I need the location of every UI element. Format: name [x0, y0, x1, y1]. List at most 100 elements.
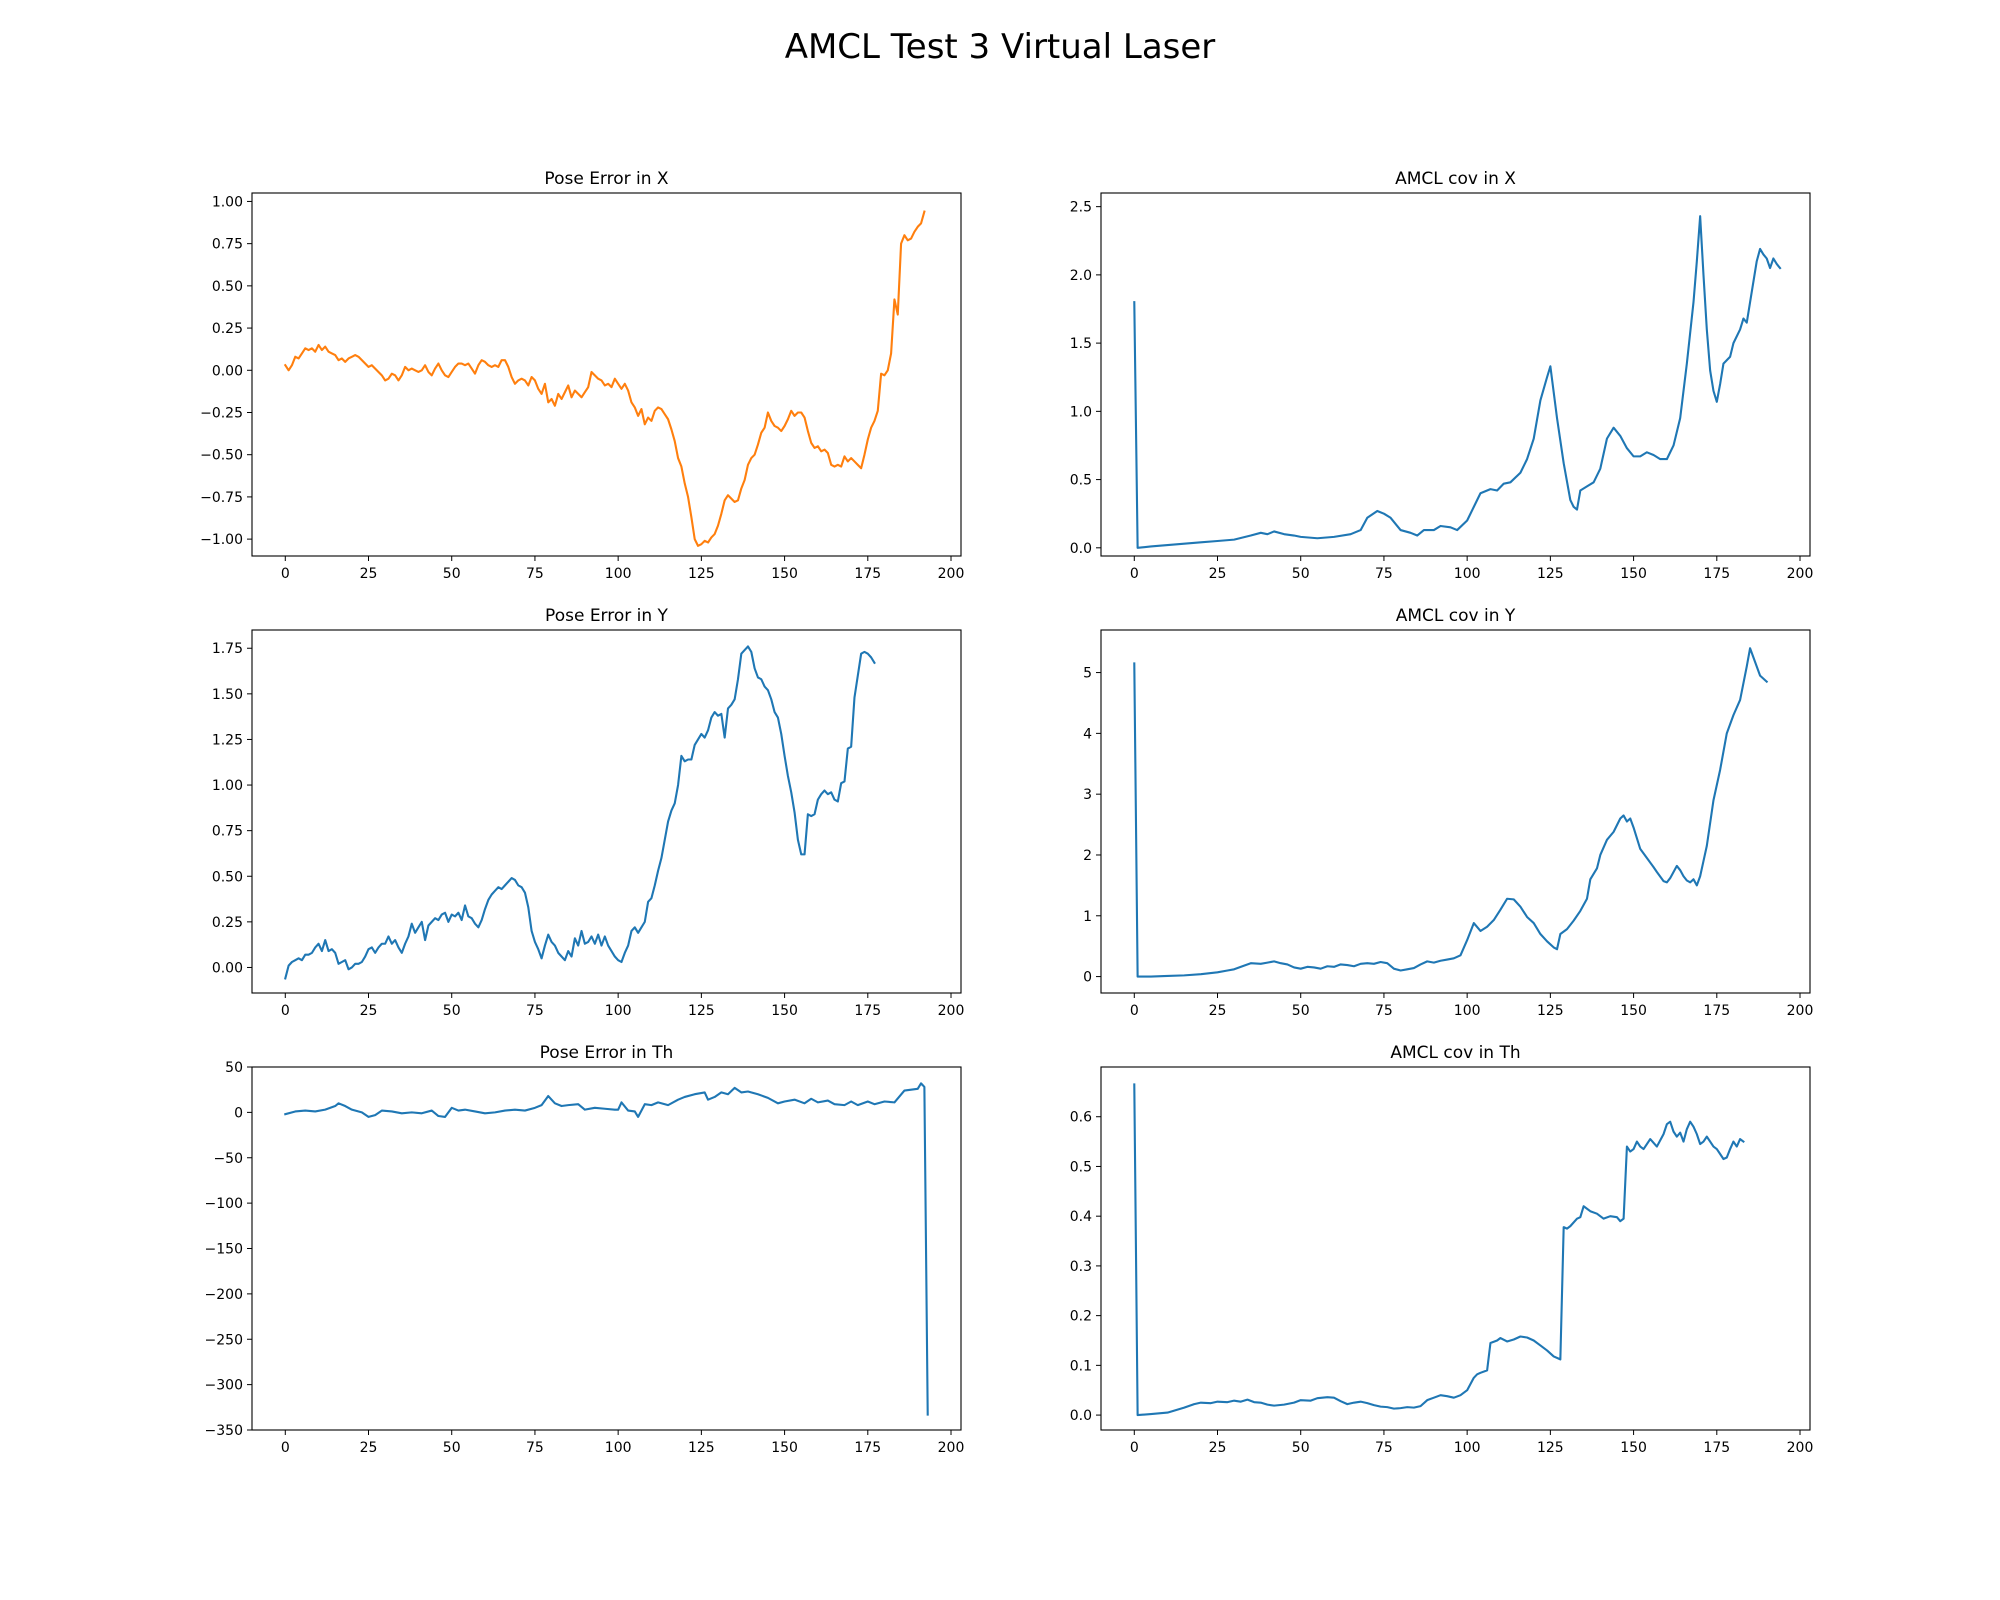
axes-frame	[1100, 629, 1811, 994]
x-tick-label: 25	[1209, 1440, 1227, 1456]
x-tick-label: 25	[360, 566, 378, 582]
x-tick-label: 75	[526, 566, 544, 582]
series-line-0	[284, 1082, 929, 1416]
x-tick-label: 175	[854, 566, 881, 582]
y-tick-label: 0.75	[212, 824, 243, 840]
y-tick-label: 0.6	[1070, 1110, 1092, 1126]
x-tick-label: 100	[1454, 1440, 1481, 1456]
y-tick-label: −350	[205, 1423, 243, 1439]
x-tick-label: 125	[1537, 1440, 1564, 1456]
x-tick-label: 175	[1703, 566, 1730, 582]
y-tick-label: 0.25	[212, 915, 243, 931]
subplot-title: AMCL cov in Y	[1396, 606, 1516, 626]
x-tick-label: 175	[854, 1440, 881, 1456]
y-tick-label: 1.50	[212, 687, 243, 703]
y-tick-label: −0.75	[200, 490, 243, 506]
x-tick-label: 25	[1209, 566, 1227, 582]
x-tick-label: 50	[443, 1003, 461, 1019]
x-tick-label: 25	[360, 1003, 378, 1019]
y-tick-label: 1.00	[212, 778, 243, 794]
x-tick-label: 0	[281, 1003, 290, 1019]
x-tick-label: 200	[1787, 1440, 1814, 1456]
y-tick-label: 1.25	[212, 732, 243, 748]
y-tick-label: −0.50	[200, 448, 243, 464]
subplot-amcl-cov-y: AMCL cov in Y 0 25 50 75 100 125 150 175 200 0 1 2 3 4…	[1083, 606, 1813, 1019]
y-tick-label: −250	[205, 1332, 243, 1348]
x-tick-label: 125	[688, 1440, 715, 1456]
y-tick-label: 2.0	[1070, 268, 1092, 284]
y-tick-label: 1.75	[212, 641, 243, 657]
y-tick-label: 0.50	[212, 869, 243, 885]
axes-frame	[1100, 192, 1811, 557]
y-tick-label: −300	[205, 1378, 243, 1394]
figure-title: AMCL Test 3 Virtual Laser	[785, 27, 1216, 67]
x-tick-label: 0	[1130, 1003, 1139, 1019]
x-tick-label: 100	[1454, 1003, 1481, 1019]
x-tick-label: 75	[526, 1440, 544, 1456]
x-tick-label: 150	[771, 1440, 798, 1456]
subplot-title: AMCL cov in Th	[1390, 1043, 1520, 1063]
y-tick-label: 0.50	[212, 279, 243, 295]
y-tick-label: −50	[213, 1151, 243, 1167]
x-tick-label: 25	[1209, 1003, 1227, 1019]
x-tick-label: 150	[771, 1003, 798, 1019]
y-tick-label: 4	[1083, 726, 1092, 742]
subplot-pose-error-y: Pose Error in Y 0 25 50 75 100 125 150 175 200 0.0…	[212, 606, 965, 1019]
x-tick-label: 150	[1620, 1003, 1647, 1019]
x-tick-label: 75	[1375, 566, 1393, 582]
y-tick-label: 5	[1083, 666, 1092, 682]
x-tick-label: 50	[1292, 566, 1310, 582]
y-tick-label: 0.00	[212, 363, 243, 379]
subplot-amcl-cov-x: AMCL cov in X 0 25 50 75 100 125 150 175 200 0.0 0.…	[1070, 169, 1814, 582]
y-tick-label: 0.25	[212, 321, 243, 337]
y-tick-label: 50	[225, 1060, 243, 1076]
y-tick-label: 1.00	[212, 194, 243, 210]
y-tick-label: 0.4	[1070, 1209, 1092, 1225]
y-tick-label: −100	[205, 1196, 243, 1212]
x-tick-label: 200	[938, 1003, 965, 1019]
x-tick-label: 100	[605, 1440, 632, 1456]
x-tick-label: 0	[1130, 566, 1139, 582]
x-tick-label: 0	[1130, 1440, 1139, 1456]
subplot-amcl-cov-th: AMCL cov in Th 0 25 50 75 100 125 150 175 200 0.0 0…	[1070, 1043, 1814, 1456]
y-tick-label: 0.0	[1070, 541, 1092, 557]
y-tick-label: −200	[205, 1287, 243, 1303]
x-tick-label: 0	[281, 566, 290, 582]
x-tick-label: 150	[1620, 566, 1647, 582]
series-line-0	[284, 645, 876, 980]
x-tick-label: 0	[281, 1440, 290, 1456]
y-tick-label: 0.00	[212, 960, 243, 976]
y-tick-label: 0.5	[1070, 1159, 1092, 1175]
series-line-0	[1133, 215, 1782, 549]
subplot-title: Pose Error in Th	[540, 1043, 674, 1063]
axes-frame	[251, 629, 962, 994]
x-tick-label: 125	[688, 1003, 715, 1019]
subplot-title: Pose Error in Y	[545, 606, 669, 626]
x-tick-label: 50	[443, 1440, 461, 1456]
x-tick-label: 50	[1292, 1003, 1310, 1019]
y-tick-label: 2	[1083, 848, 1092, 864]
axes-frame	[251, 192, 962, 557]
x-tick-label: 125	[1537, 1003, 1564, 1019]
x-tick-label: 25	[360, 1440, 378, 1456]
x-tick-label: 50	[443, 566, 461, 582]
x-tick-label: 125	[688, 566, 715, 582]
series-line-0	[1133, 647, 1769, 978]
x-tick-label: 200	[938, 1440, 965, 1456]
y-tick-label: 0	[1083, 970, 1092, 986]
subplot-title: AMCL cov in X	[1395, 169, 1516, 189]
y-tick-label: 0.75	[212, 237, 243, 253]
x-tick-label: 100	[605, 1003, 632, 1019]
y-tick-label: 2.5	[1070, 200, 1092, 216]
x-tick-label: 150	[1620, 1440, 1647, 1456]
x-tick-label: 175	[1703, 1003, 1730, 1019]
subplot-title: Pose Error in X	[544, 169, 669, 189]
y-tick-label: −1.00	[200, 532, 243, 548]
x-tick-label: 75	[1375, 1440, 1393, 1456]
y-tick-label: 0.2	[1070, 1309, 1092, 1325]
series-line-0	[1133, 1083, 1745, 1417]
x-tick-label: 200	[938, 566, 965, 582]
y-tick-label: 0.3	[1070, 1259, 1092, 1275]
